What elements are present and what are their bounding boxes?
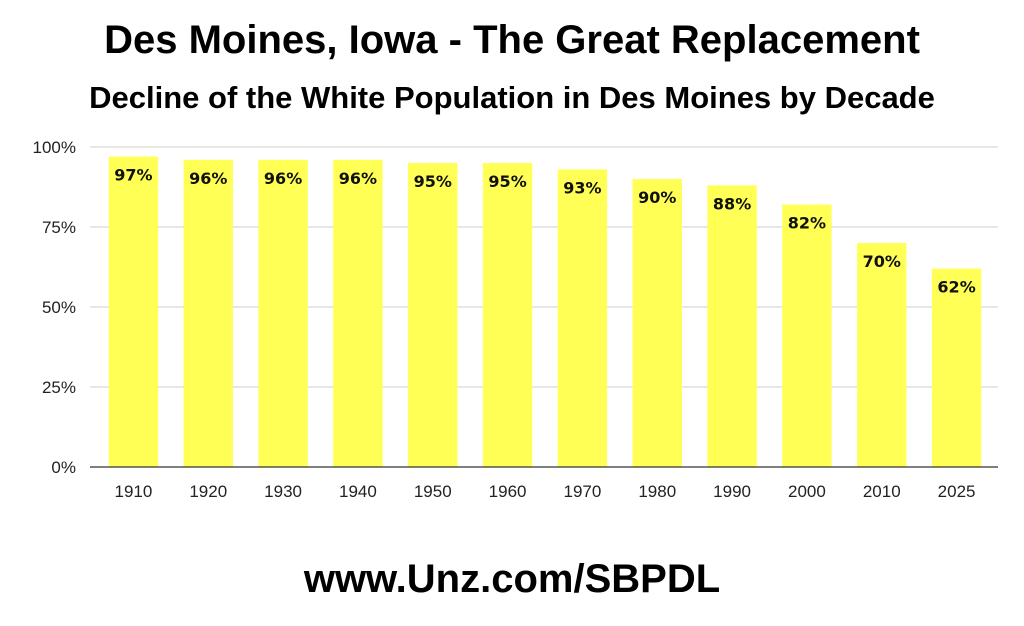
y-tick-label: 0%: [51, 458, 76, 477]
x-tick-label: 2000: [788, 482, 826, 501]
data-label: 82%: [788, 214, 826, 233]
x-tick-label: 1950: [414, 482, 452, 501]
x-tick-label: 1940: [339, 482, 377, 501]
data-label: 95%: [488, 172, 526, 191]
x-tick-label: 1930: [264, 482, 302, 501]
bar: [707, 185, 757, 467]
x-tick-label: 1980: [638, 482, 676, 501]
x-tick-label: 1910: [115, 482, 153, 501]
bar: [557, 169, 608, 467]
data-label: 93%: [563, 178, 601, 197]
bar: [408, 163, 458, 467]
bar: [857, 243, 907, 467]
bar: [108, 156, 159, 467]
x-tick-label: 2025: [938, 482, 976, 501]
x-tick-label: 1920: [189, 482, 227, 501]
data-label: 96%: [189, 169, 227, 188]
x-tick-label: 2010: [863, 482, 901, 501]
data-label: 96%: [264, 169, 302, 188]
bar: [782, 204, 832, 467]
x-tick-label: 1960: [489, 482, 527, 501]
data-label: 96%: [339, 169, 377, 188]
data-label: 62%: [937, 278, 975, 297]
y-tick-label: 25%: [42, 378, 76, 397]
y-tick-label: 50%: [42, 298, 76, 317]
y-tick-label: 75%: [42, 218, 76, 237]
bar: [333, 159, 383, 468]
chart-subtitle: Decline of the White Population in Des M…: [89, 80, 935, 115]
data-label: 97%: [114, 166, 152, 185]
bar: [183, 159, 233, 468]
data-label: 90%: [638, 188, 676, 207]
chart-title: Des Moines, Iowa - The Great Replacement: [104, 18, 920, 62]
bar: [258, 159, 308, 468]
bar: [632, 179, 682, 467]
x-tick-label: 1990: [713, 482, 751, 501]
bar: [482, 163, 533, 467]
source-url: www.Unz.com/SBPDL: [303, 557, 721, 601]
x-tick-label: 1970: [564, 482, 602, 501]
data-label: 95%: [414, 172, 452, 191]
bar: [931, 268, 982, 467]
data-label: 70%: [863, 252, 901, 271]
data-label: 88%: [713, 194, 751, 213]
y-tick-label: 100%: [33, 138, 76, 157]
